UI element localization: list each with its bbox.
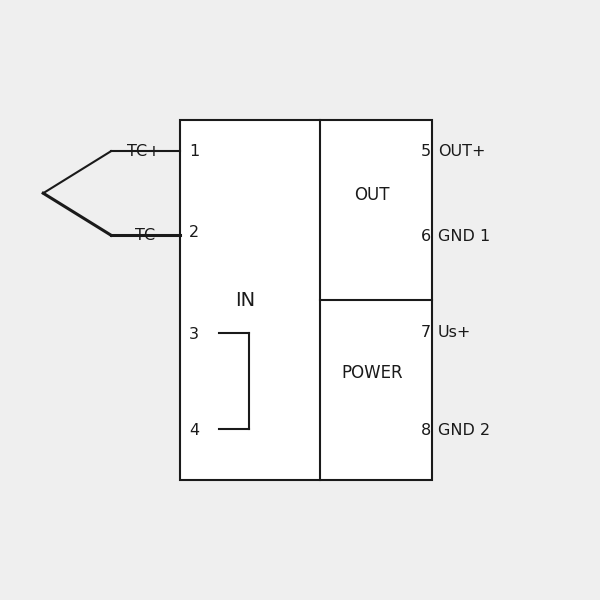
- Text: 5: 5: [421, 144, 431, 159]
- Bar: [180, 120, 432, 480]
- Text: 4: 4: [189, 423, 199, 438]
- Text: GND 2: GND 2: [438, 423, 490, 438]
- Text: 6: 6: [421, 229, 431, 244]
- Text: IN: IN: [235, 290, 255, 310]
- Text: 3: 3: [189, 327, 199, 342]
- Text: POWER: POWER: [341, 364, 403, 382]
- Text: 1: 1: [189, 144, 199, 159]
- Text: 7: 7: [421, 325, 431, 340]
- Text: TC+: TC+: [127, 144, 161, 159]
- Text: OUT+: OUT+: [438, 144, 485, 159]
- Text: 2: 2: [189, 225, 199, 240]
- Text: OUT: OUT: [354, 186, 390, 204]
- Text: GND 1: GND 1: [438, 229, 490, 244]
- Text: 8: 8: [421, 423, 431, 438]
- Text: TC-: TC-: [135, 228, 161, 243]
- Text: Us+: Us+: [438, 325, 472, 340]
